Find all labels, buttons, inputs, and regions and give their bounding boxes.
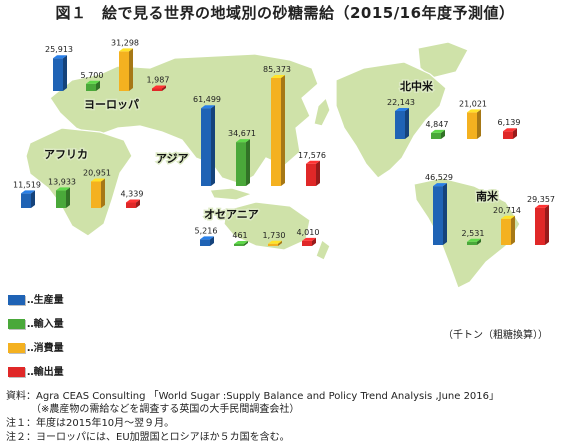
note-2: 注２：ヨーロッパには、EU加盟国とロシアほか５カ国を含む。: [6, 432, 290, 443]
bar-europe-production: [53, 55, 67, 91]
legend-item-production: ‥生産量: [8, 294, 64, 308]
value-label-africa-production: 11,519: [13, 180, 41, 189]
bar-asia-import: [236, 139, 250, 186]
land-australia: [223, 201, 311, 251]
bar-oceania-export: [302, 237, 316, 246]
bar-africa-production: [21, 190, 35, 208]
value-label-asia-production: 61,499: [193, 95, 221, 104]
land-north-america: [335, 61, 447, 179]
value-label-africa-import: 13,933: [48, 177, 76, 186]
bar-africa-import: [56, 187, 70, 208]
bar-north-america-production: [395, 107, 409, 139]
region-label-north-america: 北中米: [400, 79, 434, 93]
value-labels: 25,913 5,700 31,298 1,987 11,519 13,933 20,951…: [13, 38, 555, 240]
value-label-north-america-production: 22,143: [387, 98, 415, 107]
value-label-africa-export: 4,339: [121, 190, 144, 199]
bar-north-america-import: [431, 129, 445, 139]
value-label-oceania-consumption: 1,730: [263, 231, 286, 240]
value-label-asia-consumption: 85,373: [263, 65, 291, 74]
bar-africa-export: [126, 199, 140, 208]
bar-south-america-import: [467, 238, 481, 245]
region-label-oceania: オセアニア: [204, 208, 259, 221]
value-label-asia-export: 17,576: [298, 151, 326, 160]
land-greenland: [417, 41, 469, 79]
bar-north-america-export: [503, 128, 517, 139]
land-new-zealand: [315, 239, 331, 261]
value-label-europe-production: 25,913: [45, 45, 73, 54]
bar-south-america-production: [433, 183, 447, 245]
land-eurasia: [49, 53, 319, 185]
legend-swatch-production: [8, 295, 25, 305]
value-label-europe-consumption: 31,298: [111, 38, 139, 47]
bar-asia-production: [201, 105, 215, 186]
region-labels: ヨーロッパ アフリカ アジア オセアニア 北中米 南米: [43, 78, 501, 223]
bar-marks: [21, 48, 549, 246]
legend-swatch-import: [8, 319, 25, 329]
value-label-south-america-import: 2,531: [462, 229, 485, 238]
value-label-europe-export: 1,987: [147, 75, 170, 84]
legend-label-import: ‥輸入量: [27, 319, 64, 330]
legend-swatch-export: [8, 367, 25, 377]
bar-asia-consumption: [271, 75, 285, 186]
bar-oceania-production: [200, 236, 214, 246]
bar-europe-import: [86, 80, 100, 91]
note-1: 注１：年度は2015年10月～翌９月。: [6, 418, 175, 429]
value-label-asia-import: 34,671: [228, 129, 256, 138]
value-label-oceania-export: 4,010: [297, 228, 320, 237]
land-islands: [209, 187, 254, 201]
bar-north-america-consumption: [467, 109, 481, 139]
world-map: [25, 41, 521, 289]
legend-label-production: ‥生産量: [27, 295, 64, 306]
bar-europe-consumption: [119, 48, 133, 91]
bar-oceania-consumption: [268, 240, 282, 246]
region-label-asia: アジア: [156, 152, 189, 165]
region-label-south-america: 南米: [476, 189, 499, 203]
value-label-north-america-export: 6,139: [498, 118, 521, 127]
value-label-europe-import: 5,700: [81, 71, 104, 80]
value-label-north-america-consumption: 21,021: [459, 99, 487, 108]
land-africa: [25, 127, 133, 237]
legend-swatch-consumption: [8, 343, 25, 353]
value-label-south-america-consumption: 20,714: [493, 206, 521, 215]
region-label-europe: ヨーロッパ: [84, 98, 139, 111]
legend-item-import: ‥輸入量: [8, 318, 64, 332]
bar-oceania-import: [234, 241, 248, 246]
source-note: 資料：Agra CEAS Consulting 「World Sugar :Su…: [6, 391, 500, 402]
bar-south-america-consumption: [501, 215, 515, 245]
value-label-south-america-production: 46,529: [425, 173, 453, 182]
legend-item-export: ‥輸出量: [8, 366, 64, 380]
chart-title: 図１ 絵で見る世界の地域別の砂糖需給（2015/16年度予測値）: [55, 4, 515, 22]
region-label-africa: アフリカ: [44, 148, 88, 161]
legend-item-consumption: ‥消費量: [8, 342, 64, 356]
legend-label-export: ‥輸出量: [27, 367, 64, 378]
bar-south-america-export: [535, 204, 549, 245]
value-label-oceania-import: 461: [232, 231, 247, 240]
bar-africa-consumption: [91, 178, 105, 208]
legend-label-consumption: ‥消費量: [27, 343, 64, 354]
land-japan: [313, 96, 331, 127]
value-label-south-america-export: 29,357: [527, 195, 555, 204]
value-label-north-america-import: 4,847: [426, 120, 449, 129]
bar-europe-export: [152, 85, 166, 91]
unit-label: （千トン（粗糖換算））: [443, 330, 548, 341]
world-map-chart: ヨーロッパ アフリカ アジア オセアニア 北中米 南米 25,913 5,700 3…: [13, 38, 555, 289]
value-label-oceania-production: 5,216: [195, 226, 218, 235]
value-label-africa-consumption: 20,951: [83, 168, 111, 177]
bar-asia-export: [306, 160, 320, 186]
source-note-detail: （※農産物の需給などを調査する英国の大手民間調査会社）: [6, 404, 300, 415]
